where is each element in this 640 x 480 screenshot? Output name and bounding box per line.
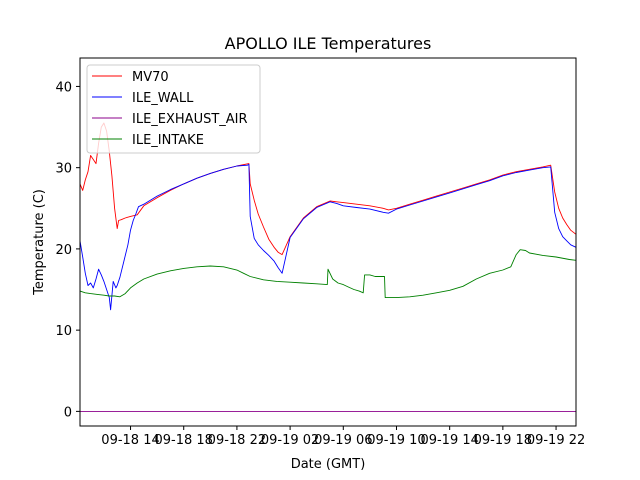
- chart-title: APOLLO ILE Temperatures: [225, 34, 432, 53]
- y-axis-label: Temperature (C): [32, 189, 47, 296]
- legend-label: ILE_WALL: [132, 91, 194, 106]
- legend-label: MV70: [132, 70, 169, 85]
- x-tick-label: 09-19 06: [314, 433, 372, 448]
- y-tick-label: 0: [64, 405, 72, 420]
- legend-box: [86, 64, 261, 154]
- x-tick-label: 09-19 02: [261, 433, 319, 448]
- legend-label: ILE_INTAKE: [132, 133, 204, 148]
- legend-label: ILE_EXHAUST_AIR: [132, 112, 248, 127]
- y-tick-label: 40: [55, 80, 72, 95]
- plot-area-frame: [79, 57, 577, 427]
- x-tick-label: 09-18 22: [208, 433, 266, 448]
- x-axis-label: Date (GMT): [291, 457, 366, 472]
- series-line-ile-wall: [79, 163, 577, 311]
- y-tick-label: 20: [55, 243, 72, 258]
- y-tick-label: 30: [55, 162, 72, 177]
- x-tick-label: 09-19 10: [367, 433, 425, 448]
- series-line-ile-intake: [79, 249, 577, 299]
- x-tick-label: 09-19 18: [474, 433, 532, 448]
- x-tick-label: 09-19 14: [420, 433, 478, 448]
- x-tick-label: 09-19 22: [527, 433, 585, 448]
- y-tick-label: 10: [55, 324, 72, 339]
- legend: MV70 ILE_WALL ILE_EXHAUST_AIR ILE_INTAKE: [86, 64, 261, 154]
- x-tick-label: 09-18 14: [101, 433, 159, 448]
- x-tick-label: 09-18 18: [154, 433, 212, 448]
